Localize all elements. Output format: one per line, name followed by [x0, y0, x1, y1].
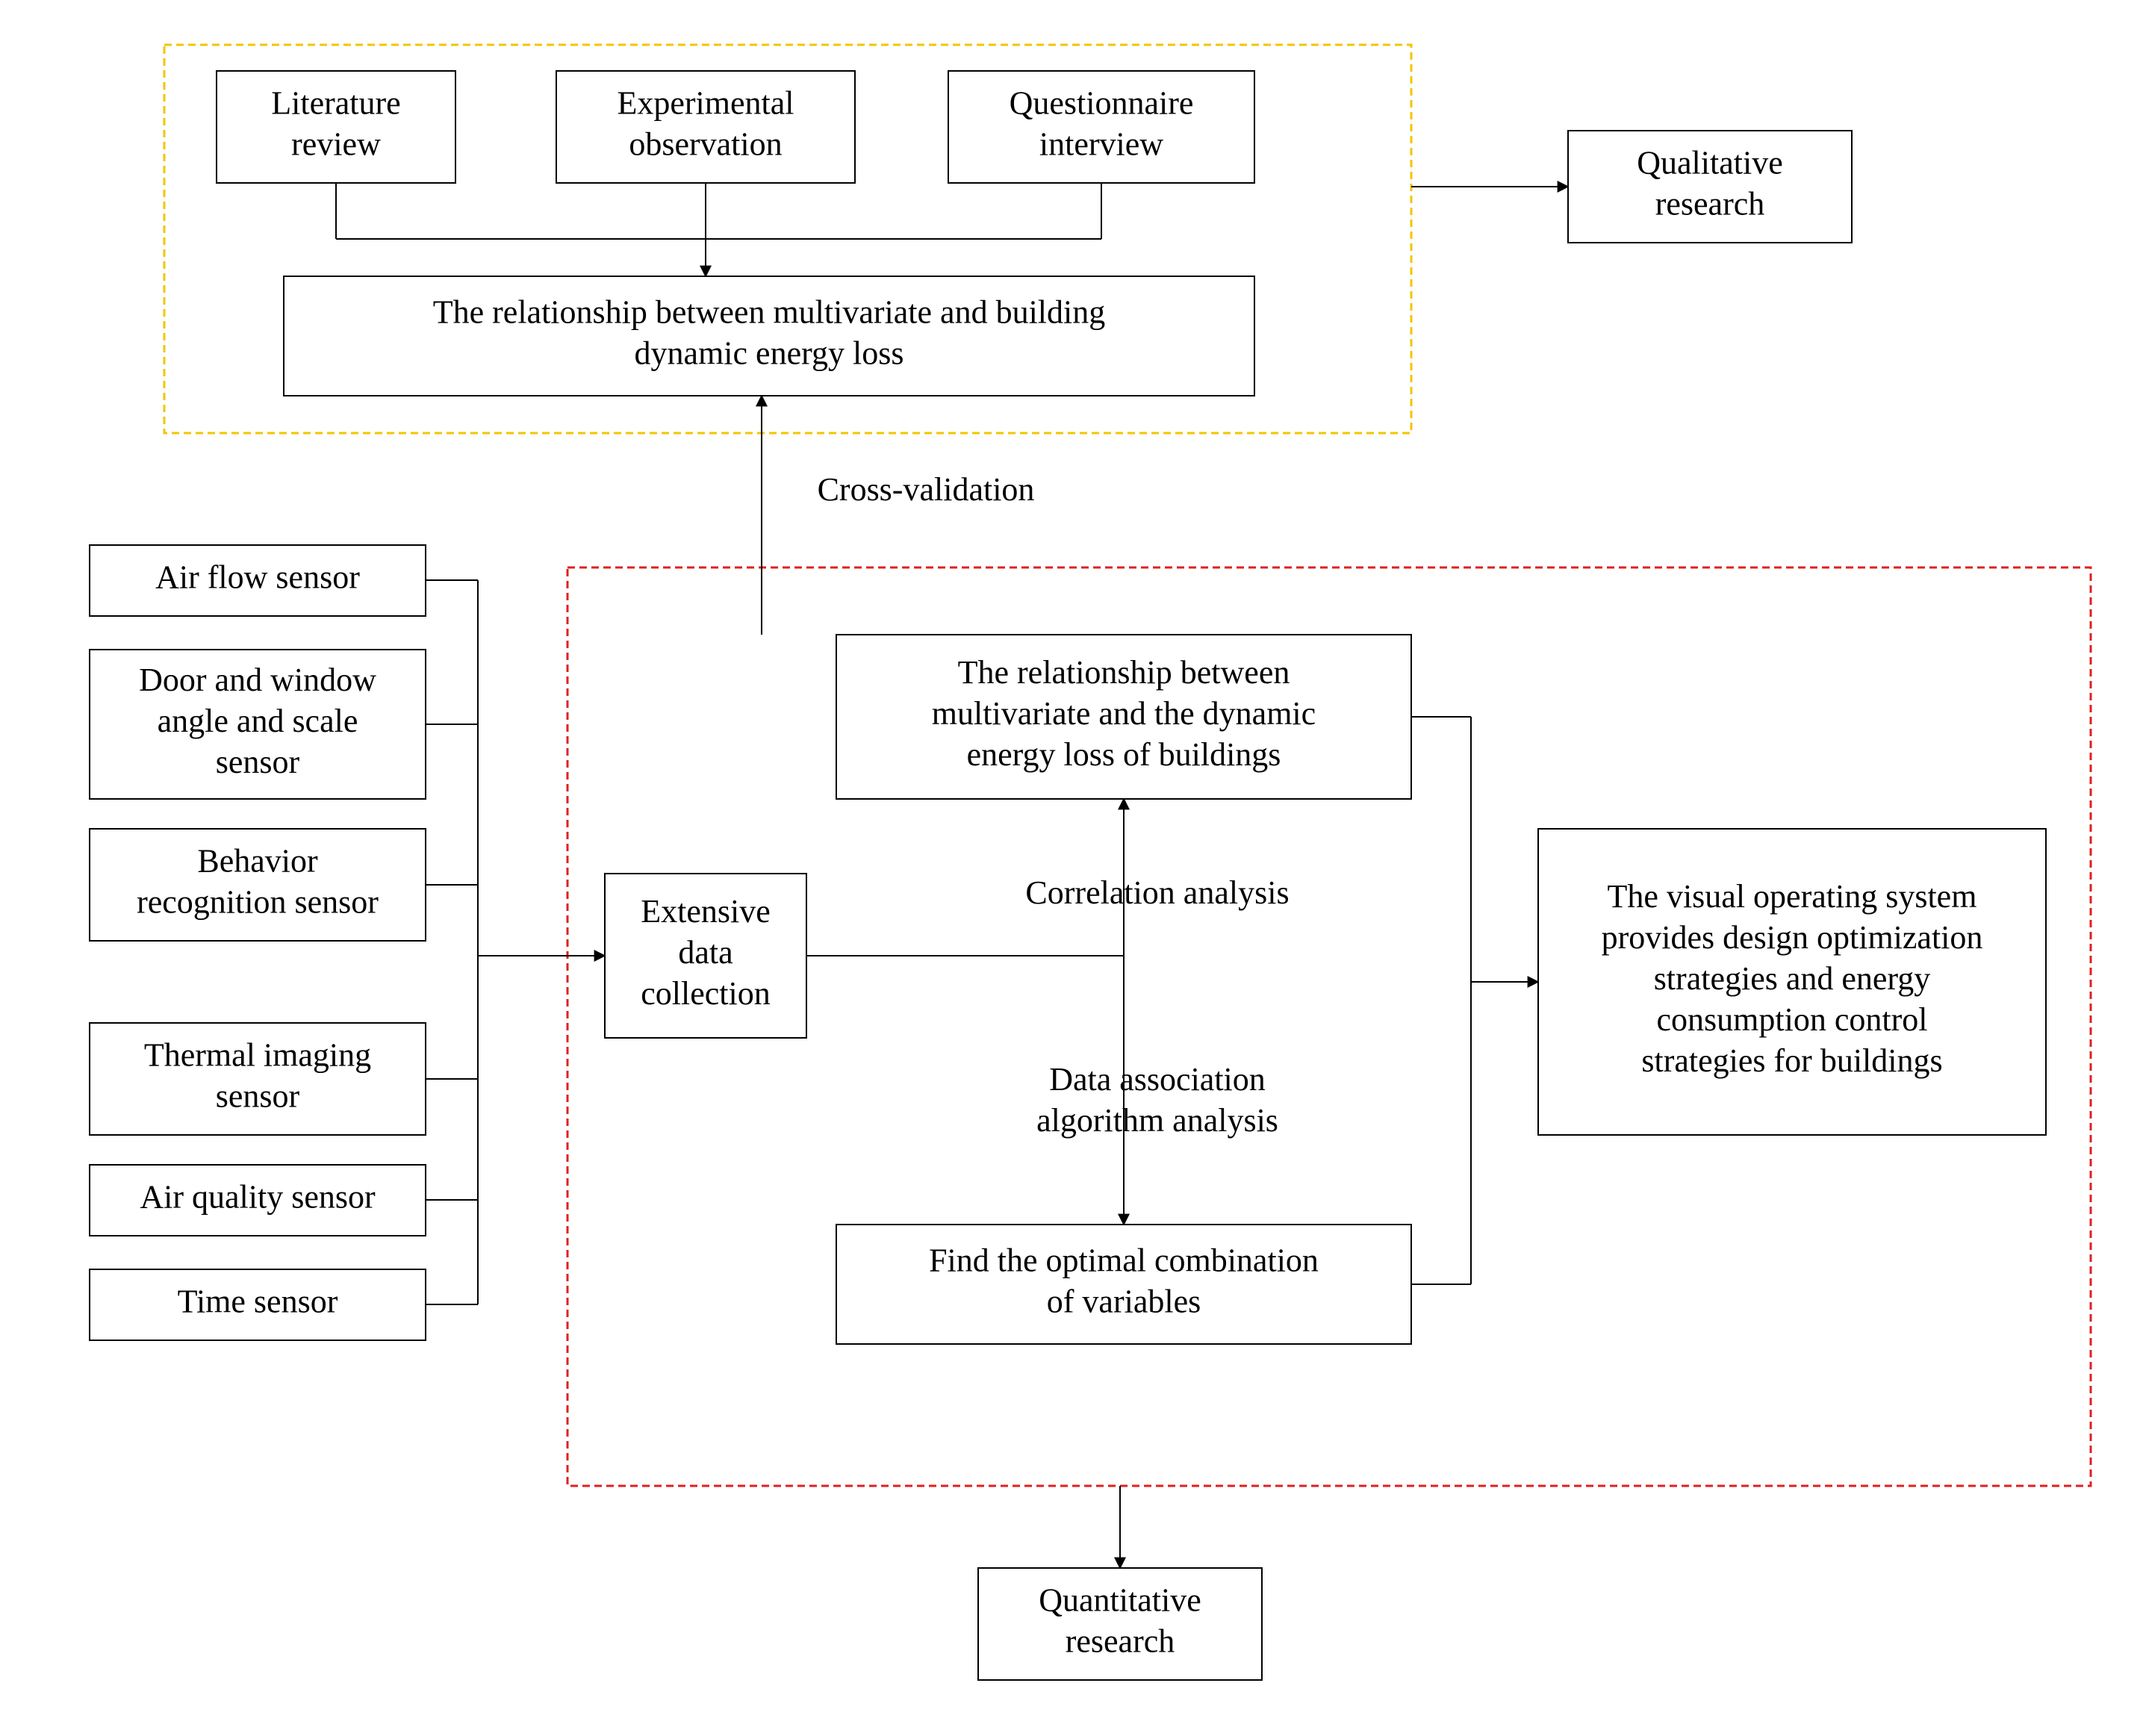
- node-airq: Air quality sensor: [90, 1165, 426, 1236]
- node-visual-line2: strategies and energy: [1654, 960, 1931, 997]
- node-optcomb-line0: Find the optimal combination: [929, 1242, 1319, 1279]
- label-data_assoc_2: algorithm analysis: [1036, 1102, 1278, 1139]
- node-optcomb-line1: of variables: [1047, 1284, 1201, 1320]
- node-door-line0: Door and window: [139, 662, 376, 698]
- node-airq-line0: Air quality sensor: [140, 1179, 376, 1216]
- node-qual: Qualitative research: [1568, 131, 1852, 243]
- node-rel_mid: The relationship between multivariate and…: [836, 635, 1411, 799]
- node-visual: The visual operating system provides desi…: [1538, 829, 2046, 1135]
- node-extdata-line1: data: [678, 934, 733, 971]
- node-qual-line1: research: [1655, 186, 1765, 223]
- node-quant-line0: Quantitative: [1039, 1582, 1201, 1619]
- node-rel_top-line1: dynamic energy loss: [635, 335, 904, 372]
- node-extdata: Extensive data collection: [605, 874, 806, 1038]
- node-rel_mid-line2: energy loss of buildings: [967, 736, 1281, 773]
- node-behavior-line1: recognition sensor: [137, 884, 379, 921]
- node-rel_top: The relationship between multivariate an…: [284, 276, 1254, 396]
- node-lit-line1: review: [291, 126, 381, 163]
- node-time: Time sensor: [90, 1269, 426, 1340]
- node-rel_mid-line0: The relationship between: [958, 654, 1290, 691]
- node-rel_mid-line1: multivariate and the dynamic: [932, 695, 1316, 732]
- node-door: Door and window angle and scale sensor: [90, 650, 426, 799]
- flowchart-canvas: Literature review Experimental observation Q…: [0, 0, 2143, 1736]
- node-ques: Questionnaire interview: [948, 71, 1254, 183]
- node-qual-line0: Qualitative: [1637, 145, 1783, 181]
- node-exp: Experimental observation: [556, 71, 855, 183]
- node-visual-line0: The visual operating system: [1608, 878, 1977, 915]
- node-visual-line4: strategies for buildings: [1641, 1042, 1942, 1079]
- label-cross_validation: Cross-validation: [818, 471, 1035, 508]
- node-rel_top-line0: The relationship between multivariate an…: [433, 294, 1106, 331]
- node-thermal-line1: sensor: [216, 1078, 300, 1115]
- node-lit: Literature review: [217, 71, 455, 183]
- node-thermal-line0: Thermal imaging: [144, 1037, 371, 1074]
- node-visual-line1: provides design optimization: [1602, 919, 1983, 956]
- node-optcomb: Find the optimal combination of variables: [836, 1225, 1411, 1344]
- node-thermal: Thermal imaging sensor: [90, 1023, 426, 1135]
- label-correlation: Correlation analysis: [1025, 874, 1289, 911]
- node-door-line1: angle and scale: [158, 703, 358, 739]
- node-extdata-line0: Extensive: [641, 893, 771, 930]
- node-exp-line1: observation: [629, 126, 782, 163]
- node-behavior-line0: Behavior: [197, 843, 318, 880]
- node-ques-line1: interview: [1039, 126, 1163, 163]
- node-time-line0: Time sensor: [178, 1284, 338, 1320]
- node-ques-line0: Questionnaire: [1010, 85, 1194, 122]
- node-visual-line3: consumption control: [1657, 1001, 1928, 1038]
- node-airflow: Air flow sensor: [90, 545, 426, 616]
- node-quant-line1: research: [1066, 1623, 1175, 1660]
- label-data_assoc_1: Data association: [1049, 1061, 1266, 1098]
- node-quant: Quantitative research: [978, 1568, 1262, 1680]
- node-behavior: Behavior recognition sensor: [90, 829, 426, 941]
- node-airflow-line0: Air flow sensor: [155, 559, 360, 596]
- node-extdata-line2: collection: [641, 975, 771, 1012]
- node-exp-line0: Experimental: [617, 85, 794, 122]
- node-lit-line0: Literature: [271, 85, 400, 122]
- node-door-line2: sensor: [216, 744, 300, 780]
